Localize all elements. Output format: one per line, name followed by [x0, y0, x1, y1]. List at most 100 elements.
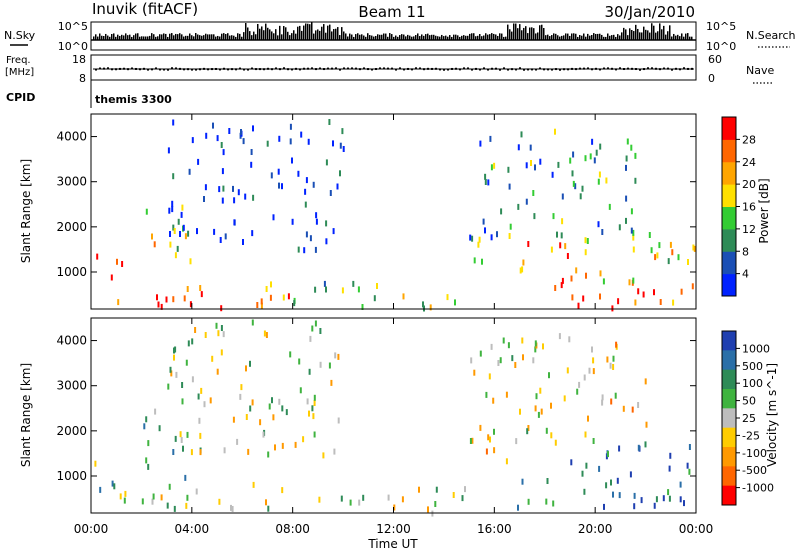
velocity-cell: [309, 335, 312, 342]
noise-bar: [339, 35, 341, 40]
power-cell: [304, 188, 307, 195]
noise-bar: [315, 30, 317, 40]
power-cell: [252, 194, 255, 201]
noise-bar: [641, 32, 643, 40]
power-cell: [228, 128, 231, 134]
velocity-cell: [174, 346, 177, 353]
velocity-cell: [588, 367, 591, 374]
velocity-cell: [180, 437, 183, 443]
noise-bar: [545, 35, 547, 40]
x-tick-label: 04:00: [175, 522, 210, 536]
power-cell: [508, 183, 511, 190]
power-cell: [626, 138, 629, 145]
power-cell: [232, 185, 234, 192]
power-colorbar-swatch: [722, 117, 736, 140]
noise-bar: [237, 33, 239, 40]
noise-bar: [245, 23, 247, 40]
power-cell: [176, 245, 179, 252]
velocity-cell: [319, 361, 322, 368]
power-cell: [582, 295, 585, 302]
velocity-cell: [173, 505, 176, 512]
frequency-point: [419, 67, 421, 70]
velocity-cell: [313, 394, 316, 401]
frequency-point: [343, 67, 345, 70]
power-x-ticks: [90, 114, 697, 309]
velocity-cell: [251, 399, 254, 406]
noise-bar: [161, 34, 163, 40]
noise-bar: [375, 35, 377, 40]
velocity-cell: [679, 496, 682, 503]
frequency-point: [683, 67, 685, 70]
noise-bar: [233, 35, 235, 40]
cpid-label: CPID: [6, 91, 35, 104]
noise-bar: [115, 36, 117, 40]
power-cell: [213, 228, 216, 235]
power-cell: [116, 258, 118, 265]
noise-bar: [413, 36, 415, 40]
velocity-colorbar-tick-label: 500: [742, 360, 763, 373]
x-tick-label: 08:00: [275, 522, 310, 536]
noise-bar: [379, 34, 381, 40]
power-cell: [429, 304, 432, 311]
velocity-cell: [308, 410, 310, 417]
noise-bar: [311, 22, 313, 40]
power-cell: [172, 296, 175, 303]
noise-bar: [385, 33, 387, 40]
noise-bar: [281, 34, 283, 40]
power-cell: [260, 302, 263, 309]
velocity-cell: [281, 442, 284, 449]
power-cell: [677, 254, 680, 261]
noise-bar: [141, 36, 143, 40]
noise-bar: [151, 33, 153, 40]
noise-bar: [345, 33, 347, 40]
noise-bar: [337, 27, 339, 40]
power-cell: [289, 123, 292, 130]
power-cell: [373, 295, 376, 302]
noise-bar: [355, 34, 357, 40]
power-cell: [266, 140, 269, 147]
velocity-cell: [218, 498, 221, 505]
velocity-cell: [655, 496, 658, 503]
velocity-cell: [333, 448, 336, 455]
velocity-cell: [497, 360, 500, 366]
velocity-cell: [662, 495, 665, 502]
noise-bar: [435, 35, 437, 40]
velocity-cell: [200, 387, 203, 394]
velocity-cell: [99, 486, 102, 493]
noise-bar: [619, 35, 621, 40]
cpid-value: themis 3300: [95, 93, 172, 106]
velocity-cell: [427, 506, 429, 513]
power-cell: [186, 286, 189, 292]
noise-bar: [365, 36, 367, 40]
power-ylabel: Slant Range [km]: [19, 159, 33, 263]
velocity-cell: [542, 343, 544, 350]
velocity-cell: [194, 327, 197, 333]
velocity-cell: [152, 493, 155, 500]
velocity-cell: [311, 405, 314, 412]
frequency-point: [275, 67, 277, 70]
velocity-cell: [629, 471, 632, 478]
velocity-cell: [340, 495, 343, 502]
velocity-cell: [173, 354, 175, 361]
power-cell: [314, 246, 317, 253]
power-cell: [291, 157, 293, 164]
power-cell: [628, 279, 631, 286]
noise-bar: [559, 36, 561, 40]
velocity-cell: [262, 431, 265, 438]
velocity-cell: [124, 490, 127, 497]
power-cell: [297, 170, 300, 177]
frequency-point: [467, 67, 469, 70]
power-cell: [584, 155, 587, 162]
power-cell: [517, 144, 520, 151]
velocity-cell: [532, 357, 535, 364]
velocity-cell: [251, 319, 254, 326]
noise-bar: [195, 33, 197, 40]
velocity-cell: [170, 370, 173, 377]
velocity-cell: [686, 462, 689, 469]
noise-bar: [135, 33, 137, 40]
x-tick-label: 16:00: [477, 522, 512, 536]
power-cell: [561, 277, 564, 284]
velocity-x-axis: 00:00 04:00 08:00 12:00 16:00 20:00 00:00: [74, 318, 713, 536]
velocity-cell: [679, 481, 682, 488]
noise-bar: [667, 31, 669, 40]
